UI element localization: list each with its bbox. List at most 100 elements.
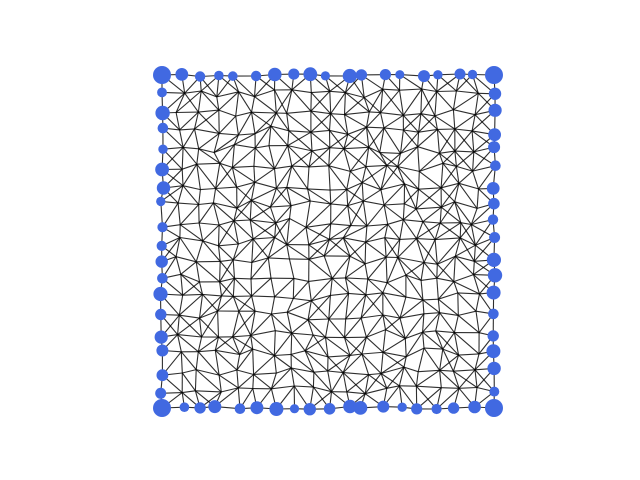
mesh-edge-horizontal <box>382 88 400 91</box>
mesh-edge-horizontal <box>346 391 366 395</box>
mesh-edge-horizontal <box>175 256 197 263</box>
mesh-edge-vertical <box>328 147 331 166</box>
mesh-edge-diagonal <box>213 202 235 222</box>
mesh-edge-diagonal <box>198 132 220 150</box>
mesh-edge-vertical <box>475 293 481 312</box>
mesh-edge-diagonal <box>274 89 288 114</box>
boundary-node <box>355 69 368 81</box>
mesh-edge-horizontal <box>405 347 425 358</box>
mesh-edge-diagonal <box>290 353 315 373</box>
boundary-node <box>486 182 500 195</box>
mesh-edge-diagonal <box>275 205 292 224</box>
mesh-edge-horizontal <box>177 334 202 338</box>
mesh-edge-diagonal <box>346 374 369 393</box>
mesh-edge-vertical <box>434 115 438 130</box>
mesh-edge-vertical <box>217 224 220 246</box>
boundary-node <box>379 69 391 81</box>
boundary-node <box>153 286 168 302</box>
mesh-edge-vertical <box>198 294 204 319</box>
mesh-edge-diagonal <box>178 293 203 316</box>
mesh-edge-diagonal <box>236 186 252 201</box>
boundary-node <box>157 273 168 284</box>
boundary-node <box>269 402 284 416</box>
mesh-edge-vertical <box>434 91 438 116</box>
mesh-edge-diagonal <box>201 310 219 338</box>
mesh-edge-vertical <box>305 227 310 245</box>
mesh-edge-diagonal <box>379 152 399 168</box>
mesh-edge-horizontal <box>239 348 253 356</box>
mesh-edge-vertical <box>175 92 186 113</box>
mesh-edge-diagonal <box>368 88 384 113</box>
mesh-edge-vertical <box>365 147 370 167</box>
mesh-edge-diagonal <box>310 300 330 320</box>
mesh-edge-horizontal <box>271 385 295 390</box>
mesh-edge-diagonal <box>286 244 310 260</box>
mesh-edge-diagonal <box>236 181 256 209</box>
mesh-edge-horizontal <box>307 188 331 191</box>
mesh-edge-diagonal <box>195 369 222 393</box>
boundary-node <box>156 369 169 382</box>
mesh-edge-diagonal <box>386 282 407 298</box>
mesh-edge-horizontal <box>253 165 275 170</box>
mesh-edge-horizontal <box>380 366 405 375</box>
mesh-edge-diagonal <box>382 351 405 368</box>
mesh-edge-vertical <box>438 153 444 164</box>
mesh-edge-vertical <box>267 237 276 259</box>
mesh-edge-horizontal <box>184 90 202 94</box>
mesh-edge-horizontal <box>182 185 201 191</box>
mesh-edge-vertical <box>415 238 425 263</box>
mesh-edge-horizontal <box>254 181 277 189</box>
mesh-edge-vertical <box>397 239 401 258</box>
mesh-edge-diagonal <box>254 147 275 169</box>
mesh-edge-diagonal <box>250 257 269 280</box>
mesh-edge-diagonal <box>310 131 331 149</box>
mesh-edge-vertical <box>286 187 292 206</box>
mesh-edge-horizontal <box>366 223 388 227</box>
mesh-edge-diagonal <box>442 150 456 164</box>
boundary-node <box>156 240 167 251</box>
mesh-edge-vertical <box>177 334 182 352</box>
mesh-edge-vertical <box>307 300 312 320</box>
mesh-edge-diagonal <box>380 166 399 191</box>
boundary-node <box>418 70 430 83</box>
mesh-edge-diagonal <box>397 166 420 190</box>
mesh-edge-horizontal <box>421 277 437 281</box>
mesh-edge-horizontal <box>254 89 275 98</box>
boundary-node <box>488 103 502 117</box>
mesh-edge-horizontal <box>236 181 255 188</box>
mesh-edge-vertical <box>364 374 370 394</box>
mesh-edge-horizontal <box>347 200 364 207</box>
mesh-edge-diagonal <box>215 167 233 189</box>
boundary-node <box>487 361 501 376</box>
mesh-edge-diagonal <box>344 97 365 116</box>
mesh-edge-horizontal <box>274 353 292 357</box>
mesh-edge-vertical <box>470 224 476 246</box>
mesh-edge-horizontal <box>179 236 203 242</box>
mesh-edge-horizontal <box>459 237 476 246</box>
corner-node <box>485 66 503 84</box>
mesh-edge-horizontal <box>182 390 196 394</box>
mesh-edge-diagonal <box>436 129 456 152</box>
mesh-edge-diagonal <box>251 111 272 127</box>
mesh-edge-horizontal <box>308 255 325 260</box>
mesh-edge-horizontal <box>439 312 459 316</box>
mesh-edge-diagonal <box>347 133 369 148</box>
mesh-edge-diagonal <box>254 125 272 149</box>
mesh-edge-vertical <box>193 111 199 130</box>
mesh-edge-horizontal <box>441 201 455 208</box>
mesh-edge-diagonal <box>271 313 293 334</box>
mesh-edge-diagonal <box>199 295 222 319</box>
mesh-edge-diagonal <box>329 238 351 257</box>
mesh-edge-diagonal <box>367 278 384 294</box>
mesh-edge-horizontal <box>274 165 292 170</box>
mesh-edge-diagonal <box>438 128 456 154</box>
mesh-edge-horizontal <box>274 237 288 246</box>
boundary-node <box>487 330 499 342</box>
mesh-edge-diagonal <box>180 351 197 370</box>
mesh-edge-diagonal <box>343 126 367 150</box>
mesh-edge-vertical <box>268 126 272 146</box>
mesh-edge-diagonal <box>442 348 454 372</box>
mesh-edge-diagonal <box>218 224 239 245</box>
mesh-edge-diagonal <box>387 223 401 240</box>
mesh-edge-vertical <box>418 113 422 133</box>
